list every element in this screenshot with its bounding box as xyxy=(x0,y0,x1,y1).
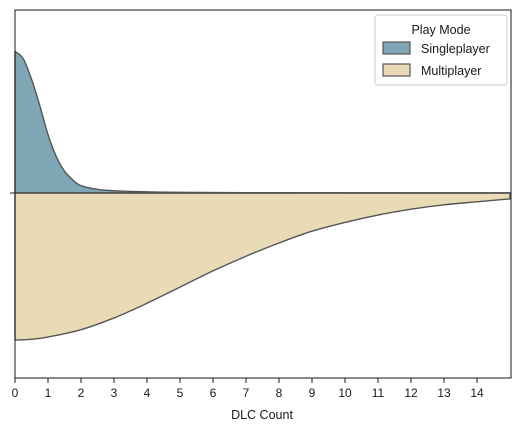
x-axis: 0 1 2 3 4 5 6 7 8 9 10 11 12 13 14 xyxy=(12,378,484,400)
x-tick-label-1: 1 xyxy=(45,386,52,400)
x-tick-label-0: 0 xyxy=(12,386,19,400)
legend-label-multiplayer: Multiplayer xyxy=(421,64,481,78)
x-tick-label-8: 8 xyxy=(276,386,283,400)
plot-frame xyxy=(14,9,512,379)
x-axis-label: DLC Count xyxy=(231,408,293,422)
x-tick-label-6: 6 xyxy=(210,386,217,400)
plot-area xyxy=(14,50,511,341)
x-tick-label-7: 7 xyxy=(243,386,250,400)
legend-label-singleplayer: Singleplayer xyxy=(421,42,490,56)
x-tick-label-12: 12 xyxy=(404,386,418,400)
x-tick-label-10: 10 xyxy=(338,386,352,400)
density-area-multiplayer xyxy=(14,192,511,341)
x-tick-label-4: 4 xyxy=(144,386,151,400)
legend-swatch-singleplayer xyxy=(382,41,411,55)
x-tick-label-11: 11 xyxy=(372,386,385,400)
x-tick-label-5: 5 xyxy=(177,386,184,400)
x-tick-label-14: 14 xyxy=(470,386,484,400)
legend: Play Mode Singleplayer Multiplayer xyxy=(374,14,508,86)
x-tick-label-9: 9 xyxy=(309,386,316,400)
x-tick-label-2: 2 xyxy=(78,386,85,400)
legend-swatch-multiplayer xyxy=(382,63,411,77)
x-tick-label-3: 3 xyxy=(111,386,118,400)
legend-title: Play Mode xyxy=(411,23,470,37)
x-tick-label-13: 13 xyxy=(437,386,451,400)
